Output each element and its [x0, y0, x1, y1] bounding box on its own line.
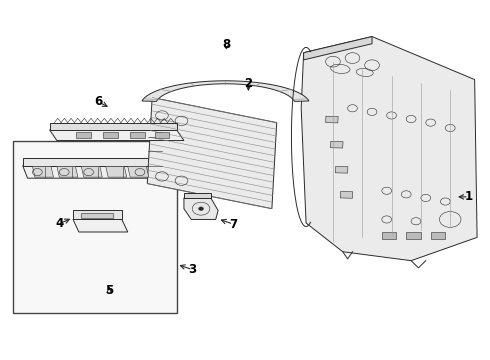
Text: 7: 7	[229, 217, 237, 231]
Text: 1: 1	[465, 190, 473, 203]
Circle shape	[198, 207, 203, 211]
Polygon shape	[73, 220, 128, 232]
Bar	[103, 132, 118, 138]
Text: 3: 3	[189, 263, 197, 276]
Polygon shape	[23, 166, 162, 178]
Bar	[155, 132, 169, 138]
Polygon shape	[142, 81, 309, 102]
Text: 4: 4	[55, 217, 63, 230]
Text: 6: 6	[94, 95, 102, 108]
Polygon shape	[81, 166, 102, 177]
Bar	[130, 132, 145, 138]
Bar	[331, 141, 343, 148]
Text: 2: 2	[245, 77, 252, 90]
Polygon shape	[106, 166, 127, 177]
Polygon shape	[147, 98, 277, 209]
Bar	[335, 166, 348, 173]
Bar	[406, 232, 421, 239]
Polygon shape	[49, 123, 176, 130]
Polygon shape	[184, 198, 218, 220]
Polygon shape	[32, 166, 53, 177]
Text: 8: 8	[222, 38, 231, 51]
Bar	[382, 232, 396, 239]
Polygon shape	[13, 140, 176, 313]
Polygon shape	[49, 130, 184, 140]
Polygon shape	[184, 193, 211, 198]
Bar	[326, 116, 338, 123]
Polygon shape	[304, 37, 372, 60]
Bar	[76, 132, 91, 138]
Polygon shape	[81, 213, 113, 218]
Polygon shape	[128, 166, 149, 177]
Polygon shape	[73, 211, 122, 220]
Polygon shape	[23, 158, 157, 166]
Text: 5: 5	[105, 284, 113, 297]
Bar	[340, 192, 353, 198]
Bar	[431, 232, 445, 239]
Polygon shape	[57, 166, 78, 177]
Polygon shape	[301, 37, 477, 261]
